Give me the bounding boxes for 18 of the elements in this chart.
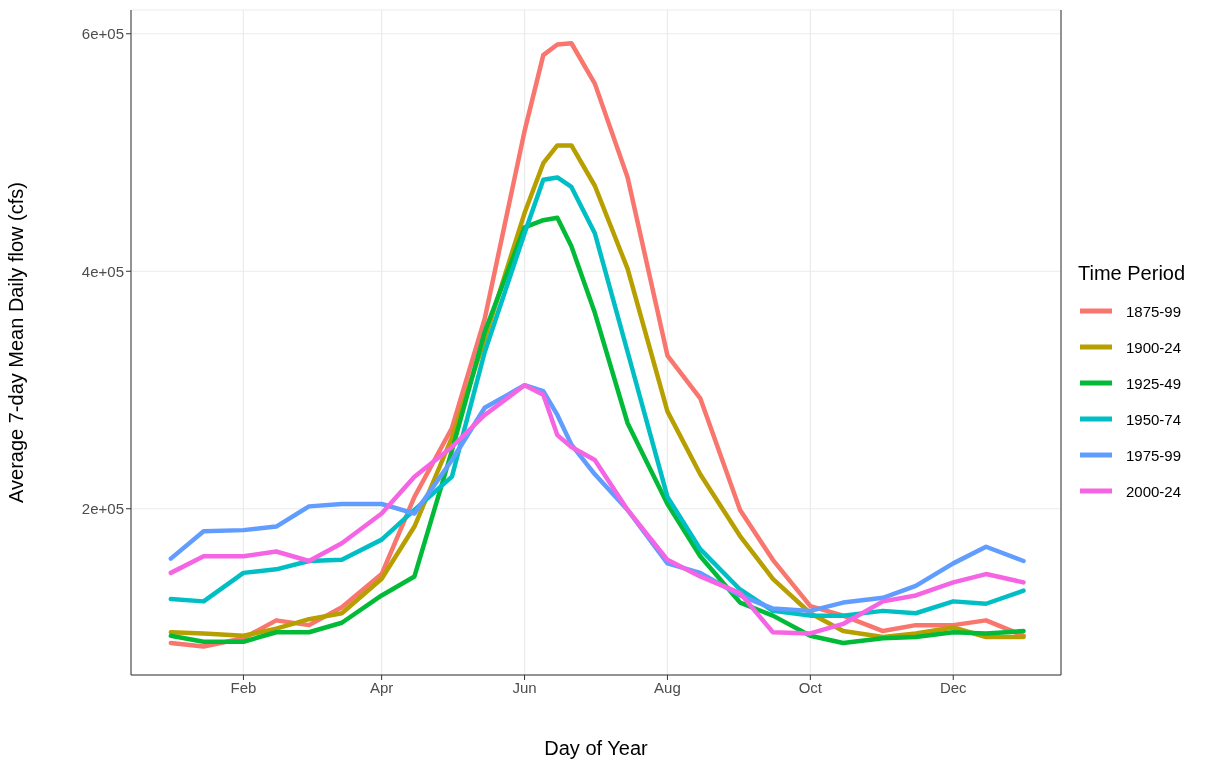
x-tick-label: Jun — [512, 678, 537, 696]
legend-title: Time Period — [1078, 262, 1187, 285]
x-tick-label: Oct — [798, 678, 823, 696]
x-tick-label: Aug — [654, 678, 681, 696]
legend-label: 1975-99 — [1126, 446, 1182, 464]
legend-label: 1900-24 — [1126, 338, 1182, 356]
legend-label: 1925-49 — [1126, 374, 1182, 392]
legend-label: 1950-74 — [1126, 410, 1182, 428]
y-tick-label: 2e+05 — [81, 500, 124, 518]
x-axis-title: Day of Year — [544, 737, 649, 759]
y-tick-label: 4e+05 — [81, 262, 124, 280]
legend-label: 1875-99 — [1126, 302, 1182, 320]
x-tick-label: Dec — [939, 678, 968, 696]
x-tick-label: Feb — [230, 678, 257, 696]
x-tick-label: Apr — [369, 678, 394, 696]
legend-label: 2000-24 — [1126, 482, 1182, 500]
y-tick-label: 6e+05 — [81, 25, 124, 43]
y-axis-title: Average 7-day Mean Daily flow (cfs) — [5, 182, 28, 503]
